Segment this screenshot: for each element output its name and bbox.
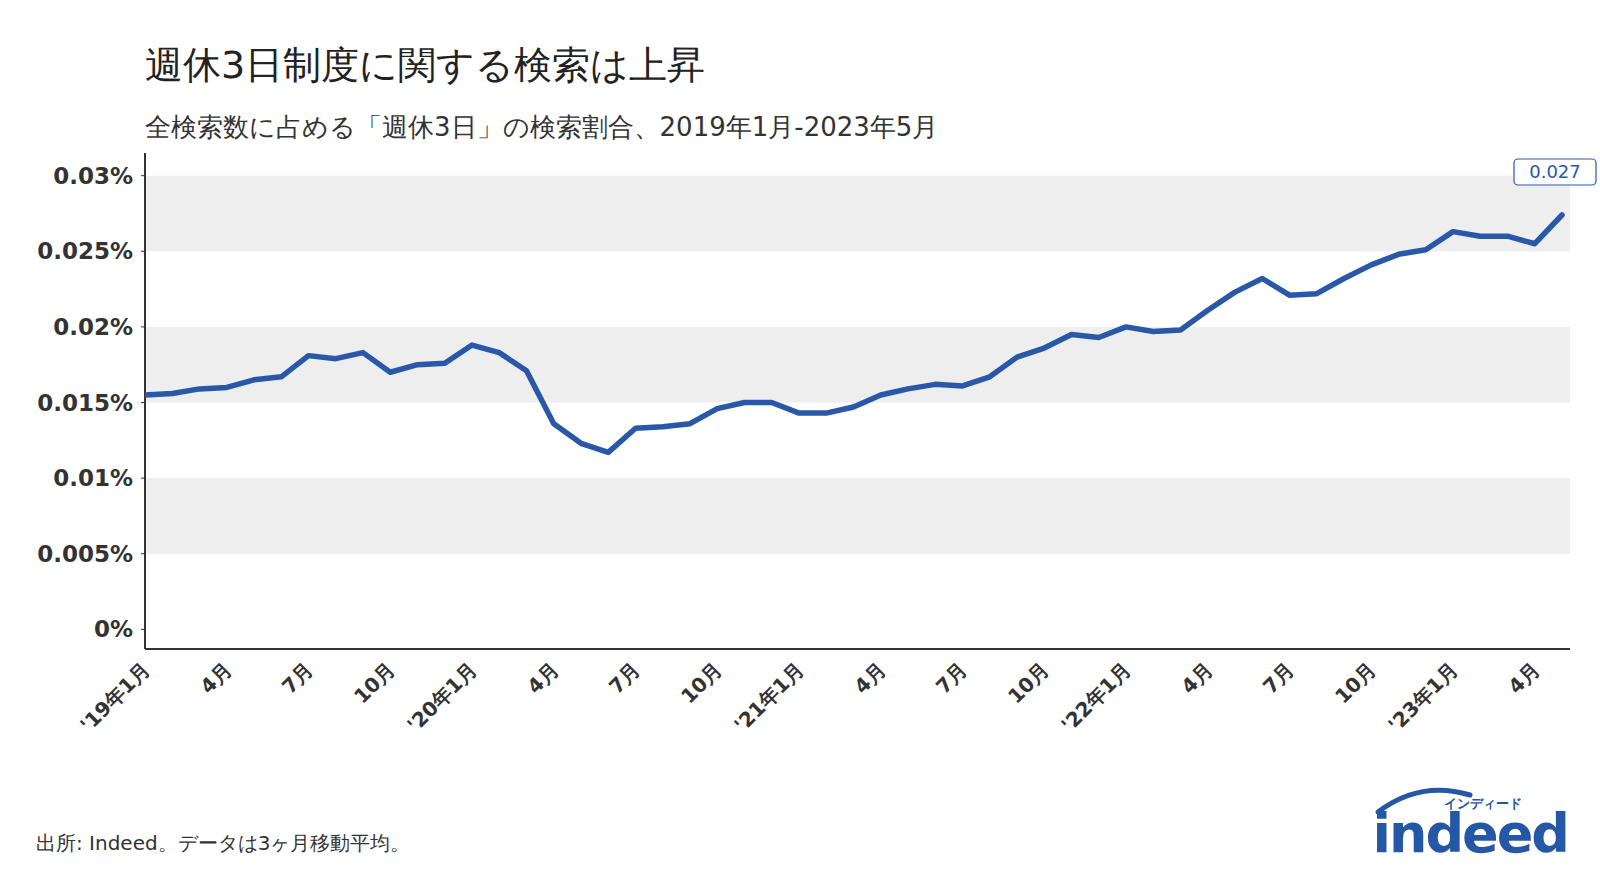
x-tick-label: 10月 bbox=[1003, 658, 1054, 709]
chart: 週休3日制度に関する検索は上昇全検索数に占める「週休3日」の検索割合、2019年… bbox=[0, 0, 1600, 873]
x-tick-label: 10月 bbox=[1330, 658, 1381, 709]
source: 出所: Indeed。データは3ヶ月移動平均。 bbox=[36, 831, 410, 855]
x-tick-label: '22年1月 bbox=[1056, 658, 1135, 737]
x-tick-label: '23年1月 bbox=[1383, 658, 1462, 737]
y-tick-label: 0.015% bbox=[37, 390, 133, 416]
x-tick-label: 7月 bbox=[1258, 658, 1299, 699]
x-tick-label: 4月 bbox=[195, 658, 236, 699]
x-tick-label: '20年1月 bbox=[402, 658, 481, 737]
y-tick-label: 0.005% bbox=[37, 541, 133, 567]
y-axis bbox=[144, 153, 146, 649]
y-tick-label: 0% bbox=[94, 616, 133, 642]
plot-area bbox=[145, 215, 1562, 452]
y-tick-label: 0.02% bbox=[53, 314, 133, 340]
value-label-box bbox=[1514, 159, 1596, 185]
x-axis bbox=[145, 648, 1570, 650]
x-tick-label: '21年1月 bbox=[729, 658, 808, 737]
subtitle: 全検索数に占める「週休3日」の検索割合、2019年1月-2023年5月 bbox=[145, 112, 938, 142]
value-label: 0.027 bbox=[1529, 161, 1581, 182]
x-tick-label: 4月 bbox=[849, 658, 890, 699]
x-tick-label: 4月 bbox=[1503, 658, 1544, 699]
grid-band bbox=[145, 176, 1570, 252]
y-tick-label: 0.01% bbox=[53, 465, 133, 491]
title: 週休3日制度に関する検索は上昇 bbox=[145, 43, 705, 87]
x-tick-label: '19年1月 bbox=[75, 658, 154, 737]
x-tick-label: 10月 bbox=[676, 658, 727, 709]
x-tick-label: 4月 bbox=[1176, 658, 1217, 699]
x-tick-label: 7月 bbox=[931, 658, 972, 699]
grid-band bbox=[145, 327, 1570, 403]
y-tick-label: 0.025% bbox=[37, 238, 133, 264]
y-tick-label: 0.03% bbox=[53, 163, 133, 189]
x-tick-label: 10月 bbox=[349, 658, 400, 709]
x-tick-label: 7月 bbox=[277, 658, 318, 699]
x-tick-label: 4月 bbox=[522, 658, 563, 699]
line-series bbox=[145, 215, 1562, 452]
brand: indeed bbox=[1372, 802, 1568, 865]
grid-band bbox=[145, 478, 1570, 554]
x-tick-label: 7月 bbox=[604, 658, 645, 699]
